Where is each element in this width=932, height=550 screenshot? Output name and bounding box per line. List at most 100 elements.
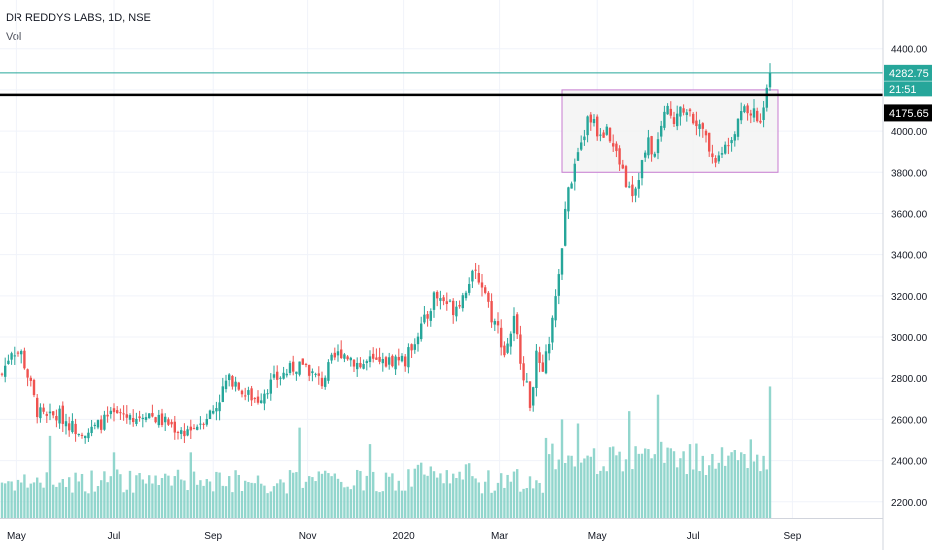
volume-bar bbox=[740, 452, 743, 518]
candle bbox=[506, 337, 509, 355]
volume-bar bbox=[128, 470, 132, 518]
volume-bar bbox=[666, 447, 669, 518]
candle bbox=[388, 352, 391, 370]
candle bbox=[679, 106, 682, 126]
volume-bar bbox=[77, 481, 80, 518]
volume-bar bbox=[384, 472, 388, 518]
candle bbox=[356, 357, 359, 377]
candle bbox=[224, 374, 228, 393]
volume-bar bbox=[100, 480, 103, 518]
volume-bar bbox=[375, 491, 378, 518]
candle bbox=[218, 394, 221, 421]
candle bbox=[263, 389, 266, 411]
candle bbox=[394, 354, 397, 376]
volume-bar bbox=[704, 475, 708, 518]
chart-legend: DR REDDYS LABS, 1D, NSE Vol bbox=[6, 9, 151, 47]
volume-bar bbox=[567, 455, 570, 518]
volume-bar bbox=[378, 492, 381, 518]
volume-bar bbox=[490, 492, 493, 518]
candle bbox=[631, 175, 634, 203]
volume-bar bbox=[679, 458, 682, 518]
volume-bar bbox=[525, 488, 528, 518]
candle bbox=[301, 358, 304, 365]
candle bbox=[765, 84, 768, 112]
candle bbox=[212, 405, 215, 415]
y-tick-label: 3800.00 bbox=[891, 168, 928, 179]
volume-bar bbox=[618, 451, 621, 518]
candle bbox=[324, 375, 327, 390]
volume-bar bbox=[356, 469, 359, 518]
candle bbox=[352, 358, 356, 373]
candle bbox=[183, 423, 186, 444]
volume-bar bbox=[132, 492, 135, 518]
volume-bar bbox=[90, 470, 93, 518]
candle bbox=[596, 114, 599, 141]
candle bbox=[480, 274, 484, 297]
volume-bar bbox=[557, 459, 560, 518]
x-tick-label: Mar bbox=[491, 531, 509, 542]
volume-bar bbox=[551, 443, 554, 518]
candle bbox=[90, 419, 93, 437]
candle bbox=[666, 103, 669, 115]
candle bbox=[29, 375, 32, 387]
volume-bar bbox=[180, 479, 183, 518]
volume-bar bbox=[80, 473, 84, 518]
volume-bar bbox=[695, 443, 698, 518]
volume-bar bbox=[157, 484, 160, 518]
candle bbox=[564, 201, 567, 247]
volume-bar bbox=[247, 482, 250, 518]
candle bbox=[186, 425, 189, 437]
svg-text:4282.75: 4282.75 bbox=[889, 68, 929, 80]
candle bbox=[119, 408, 122, 420]
volume-bar bbox=[730, 452, 733, 518]
consolidation-range-box[interactable] bbox=[561, 89, 779, 173]
volume-bar bbox=[612, 446, 615, 518]
candle bbox=[0, 372, 4, 377]
volume-bar bbox=[692, 469, 695, 518]
volume-bar bbox=[343, 487, 346, 518]
candle bbox=[154, 416, 157, 424]
candle bbox=[477, 264, 480, 285]
volume-bar bbox=[496, 482, 500, 518]
candle bbox=[164, 413, 167, 432]
candle bbox=[650, 135, 653, 162]
candle bbox=[167, 417, 170, 427]
candle bbox=[676, 105, 679, 131]
volume-bar bbox=[445, 470, 448, 518]
candle bbox=[720, 146, 724, 158]
volume-bar bbox=[116, 469, 119, 518]
candle bbox=[567, 186, 570, 219]
volume-bar bbox=[176, 469, 180, 518]
volume-bar bbox=[202, 485, 205, 518]
volume-bar bbox=[224, 486, 228, 518]
candle bbox=[87, 428, 90, 443]
candle bbox=[692, 112, 695, 125]
candle bbox=[532, 386, 535, 412]
candle bbox=[736, 118, 740, 141]
volume-bar bbox=[16, 479, 20, 518]
volume-bar bbox=[333, 473, 336, 518]
volume-bar bbox=[317, 471, 320, 518]
candle bbox=[512, 307, 516, 342]
candle bbox=[762, 101, 765, 128]
candle bbox=[228, 373, 231, 387]
candle bbox=[560, 248, 564, 280]
candle bbox=[682, 104, 685, 116]
candle bbox=[484, 284, 487, 295]
candle bbox=[170, 419, 173, 428]
volume-bar bbox=[762, 455, 765, 518]
volume-bar bbox=[756, 454, 759, 518]
volume-bar bbox=[55, 486, 58, 518]
volume-bar bbox=[480, 493, 484, 518]
candle bbox=[42, 403, 45, 415]
candle bbox=[135, 412, 138, 427]
candle bbox=[84, 435, 87, 444]
candle bbox=[717, 151, 720, 164]
volume-bar bbox=[365, 475, 368, 518]
volume-bar bbox=[20, 482, 23, 518]
candle bbox=[349, 356, 352, 367]
volume-bar bbox=[720, 447, 724, 518]
volume-bar bbox=[189, 452, 192, 518]
volume-bar bbox=[48, 435, 52, 518]
